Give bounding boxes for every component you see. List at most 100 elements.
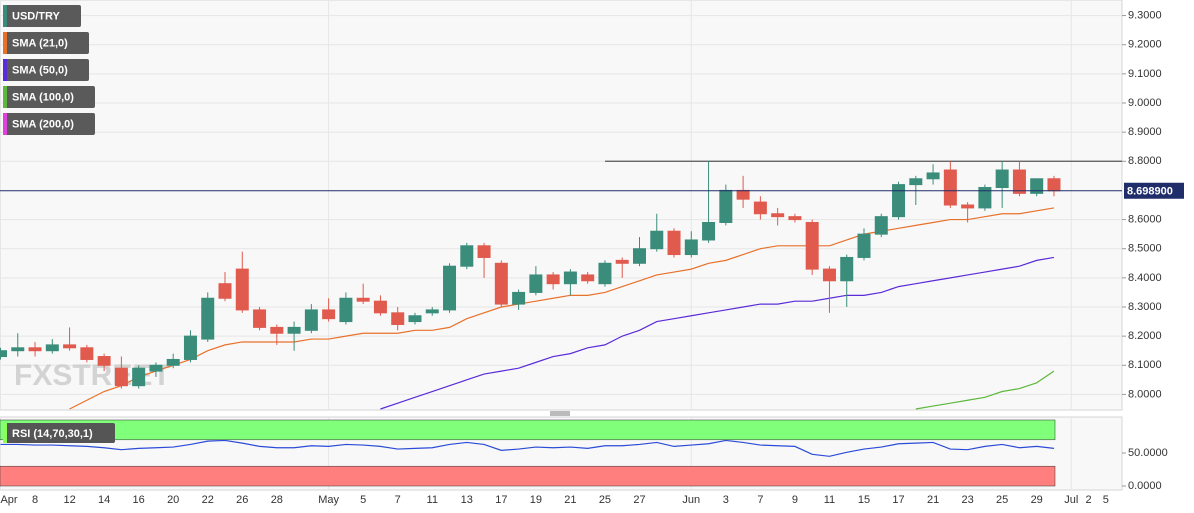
x-tick-label: 28 [271, 494, 283, 506]
candle-body [0, 350, 7, 358]
x-tick-label: 5 [360, 494, 366, 506]
x-tick-label: 11 [427, 494, 438, 506]
candle-body [356, 297, 370, 302]
y-tick-label: 9.2000 [1128, 39, 1162, 51]
candle-body [771, 213, 785, 218]
legend-label: SMA (21,0) [12, 37, 68, 49]
rsi-band [0, 465, 1056, 487]
x-tick-label: 13 [461, 494, 473, 506]
candle-body [1012, 169, 1026, 194]
x-tick-label: 21 [564, 494, 576, 506]
candle-body [408, 315, 422, 323]
legend-item: USD/TRY [3, 5, 81, 27]
x-tick-label: 17 [892, 494, 904, 506]
candle-body [892, 184, 906, 218]
legend-item: SMA (100,0) [3, 86, 95, 108]
candle-body [132, 367, 146, 387]
candle-body [512, 291, 526, 305]
y-tick-label: 8.3000 [1128, 301, 1162, 313]
candle-body [909, 178, 923, 186]
grid [0, 0, 1126, 490]
legend-swatch [3, 113, 7, 135]
candle-body [926, 172, 940, 180]
legend-box [3, 113, 95, 135]
legend-swatch [3, 5, 7, 27]
x-tick-label: 23 [961, 494, 973, 506]
x-tick-label: 27 [633, 494, 645, 506]
x-tick-label: Jul [1064, 494, 1078, 506]
candle-body [702, 221, 716, 241]
x-tick-label: 29 [1031, 494, 1043, 506]
legend-swatch [3, 423, 7, 443]
legend-item: SMA (21,0) [3, 32, 89, 54]
legend-swatch [3, 32, 7, 54]
y-tick-label: 8.4000 [1128, 272, 1162, 284]
x-tick-label: 25 [996, 494, 1008, 506]
x-tick-label: 7 [395, 494, 401, 506]
x-tick-label: 25 [599, 494, 611, 506]
legend-box [3, 423, 115, 443]
current-price-label: 8.698900 [1127, 186, 1173, 198]
legend-item: SMA (200,0) [3, 113, 95, 135]
candle-body [97, 356, 111, 366]
plot: 8.698900 [0, 160, 1184, 487]
candle-body [494, 262, 508, 305]
y-tick-label: 0.0000 [1128, 480, 1162, 492]
x-tick-label: 5 [1103, 494, 1109, 506]
legend: RSI (14,70,30,1) USD/TRY SMA (21,0) SMA (50… [3, 5, 115, 443]
legend-box [3, 5, 81, 27]
candle-body [477, 245, 491, 258]
candle-body [287, 326, 301, 334]
sma-line [380, 256, 1055, 410]
candle-body [650, 230, 664, 250]
candle-body [615, 259, 629, 264]
legend-label: SMA (100,0) [12, 91, 74, 103]
candle-body [529, 274, 543, 293]
x-tick-label: 20 [167, 494, 179, 506]
x-tick-label: 3 [723, 494, 729, 506]
y-tick-label: 9.0000 [1128, 97, 1162, 109]
legend-label: SMA (50,0) [12, 64, 68, 76]
x-tick-label: 14 [98, 494, 110, 506]
candle-body [166, 358, 180, 366]
pane-splitter[interactable] [550, 411, 570, 416]
candle-body [667, 230, 681, 256]
candle-body [736, 189, 750, 200]
candle-body [149, 364, 163, 372]
candle-body [961, 204, 975, 209]
y-tick-label: 8.0000 [1128, 388, 1162, 400]
y-tick-label: 8.6000 [1128, 213, 1162, 225]
rsi-label: RSI (14,70,30,1) [3, 423, 115, 443]
candle-body [28, 347, 42, 352]
y-tick-label: 8.9000 [1128, 126, 1162, 138]
candle-body [183, 335, 197, 360]
candle-body [684, 239, 698, 256]
sma-line [915, 370, 1055, 410]
candle-body [822, 268, 836, 282]
candle-body [840, 256, 854, 282]
candle-body [874, 216, 888, 235]
candle-body [322, 309, 336, 320]
candle-body [1047, 178, 1061, 192]
candle-body [943, 169, 957, 206]
legend-item: SMA (50,0) [3, 59, 89, 81]
x-tick-label: 19 [530, 494, 542, 506]
legend-box [3, 86, 95, 108]
x-tick-label: Apr [0, 494, 17, 506]
legend-box [3, 59, 89, 81]
candle-body [632, 248, 646, 264]
candle-body [11, 347, 25, 352]
candle-body [373, 300, 387, 314]
candle-body [201, 297, 215, 340]
legend-label: USD/TRY [12, 10, 61, 22]
y-tick-label: 8.5000 [1128, 243, 1162, 255]
x-tick-label: 8 [32, 494, 38, 506]
legend-label: SMA (200,0) [12, 118, 74, 130]
y-tick-label: 8.8000 [1128, 155, 1162, 167]
rsi-title: RSI (14,70,30,1) [12, 428, 93, 440]
candle-body [598, 262, 612, 285]
x-tick-label: 12 [63, 494, 75, 506]
candle-body [253, 309, 267, 328]
